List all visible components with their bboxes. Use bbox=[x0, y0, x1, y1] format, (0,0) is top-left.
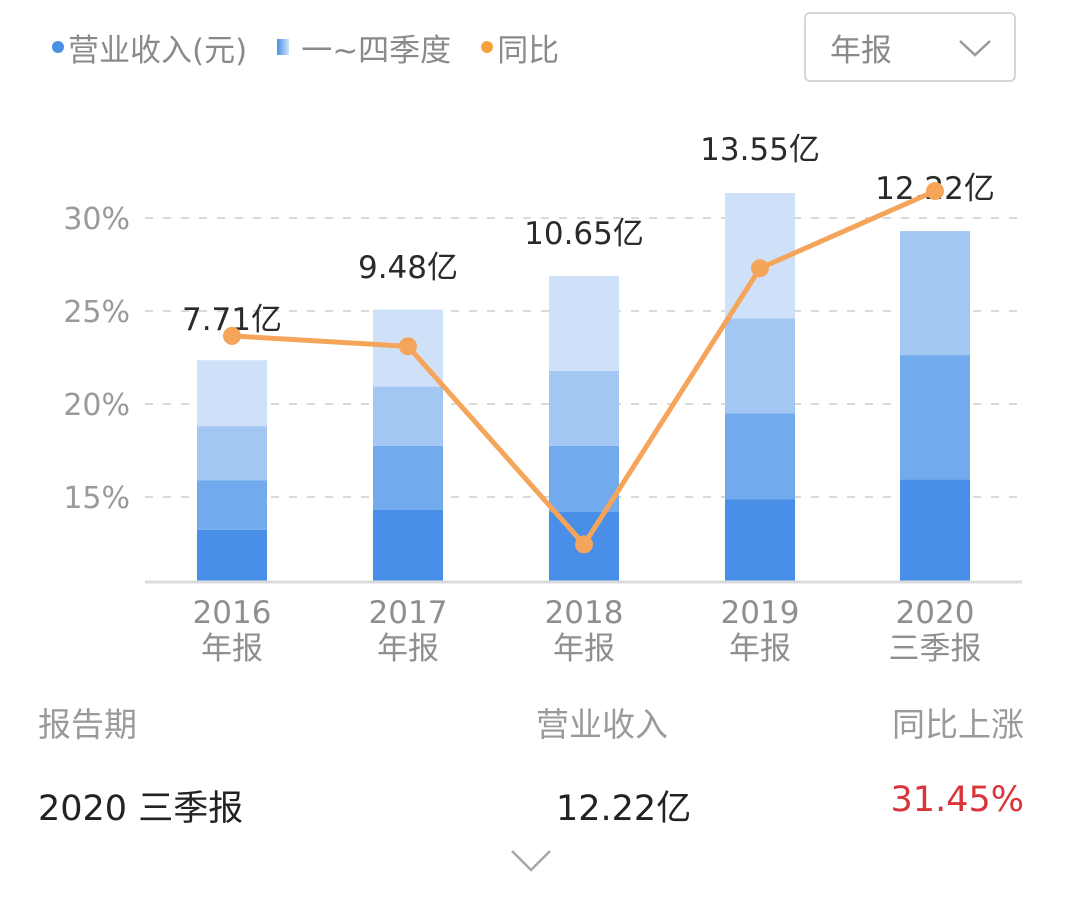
legend-item-revenue[interactable]: 营业收入(元) bbox=[52, 25, 247, 70]
x-tick-period: 年报 bbox=[377, 631, 439, 667]
x-tick-period: 年报 bbox=[729, 631, 791, 667]
legend-label: 一~四季度 bbox=[301, 32, 452, 69]
blue-dot-icon bbox=[52, 41, 64, 53]
row-yoy: 31.45% bbox=[890, 780, 1024, 820]
bar-segment[interactable] bbox=[900, 479, 970, 581]
period-select[interactable]: 年报 bbox=[804, 12, 1016, 82]
bar-segment[interactable] bbox=[197, 360, 267, 427]
x-tick-year: 2019 bbox=[721, 595, 800, 631]
legend-label: 营业收入(元) bbox=[68, 32, 248, 69]
bar-segment[interactable] bbox=[725, 318, 795, 414]
yoy-point[interactable] bbox=[926, 182, 944, 201]
x-tick-year: 2018 bbox=[545, 595, 624, 631]
bar-segment[interactable] bbox=[725, 413, 795, 500]
x-tick-period: 年报 bbox=[553, 631, 615, 667]
chevron-down-icon bbox=[511, 850, 551, 872]
bar-segment[interactable] bbox=[373, 509, 443, 581]
bar-segment[interactable] bbox=[197, 529, 267, 581]
expand-button[interactable] bbox=[510, 848, 552, 878]
x-tick-year: 2016 bbox=[193, 595, 272, 631]
revenue-chart: 15%20%25%30%7.71亿9.48亿10.65亿13.55亿12.22亿… bbox=[63, 132, 1022, 667]
blue-gradient-square-icon bbox=[277, 39, 290, 55]
yoy-point[interactable] bbox=[399, 337, 417, 356]
yoy-point[interactable] bbox=[575, 535, 593, 554]
bar-segment[interactable] bbox=[373, 386, 443, 446]
header-yoy: 同比上涨 bbox=[892, 705, 1024, 744]
bar-segment[interactable] bbox=[725, 499, 795, 581]
revenue-value-label: 10.65亿 bbox=[524, 216, 644, 252]
bar-segment[interactable] bbox=[373, 445, 443, 510]
yoy-point[interactable] bbox=[751, 259, 769, 278]
y-tick-label: 30% bbox=[63, 202, 130, 237]
legend-item-quarters[interactable]: 一~四季度 bbox=[277, 25, 451, 70]
row-revenue: 12.22亿 bbox=[556, 789, 692, 829]
bar-segment[interactable] bbox=[549, 276, 619, 371]
x-tick-year: 2017 bbox=[369, 595, 448, 631]
bar-segment[interactable] bbox=[900, 355, 970, 480]
bar-segment[interactable] bbox=[900, 231, 970, 356]
revenue-value-label: 9.48亿 bbox=[358, 250, 458, 286]
x-tick-period: 年报 bbox=[201, 631, 263, 667]
bar-segment[interactable] bbox=[549, 370, 619, 446]
header-revenue: 营业收入 bbox=[536, 705, 668, 744]
legend-item-yoy[interactable]: 同比 bbox=[481, 25, 559, 70]
yoy-point[interactable] bbox=[223, 326, 241, 345]
x-tick-period: 三季报 bbox=[889, 631, 982, 667]
bar-segment[interactable] bbox=[197, 480, 267, 530]
bar-segment[interactable] bbox=[197, 426, 267, 481]
chevron-down-icon bbox=[959, 40, 991, 57]
y-tick-label: 25% bbox=[63, 295, 130, 330]
chart-legend: 营业收入(元) 一~四季度 同比 bbox=[52, 22, 589, 72]
row-period: 2020 三季报 bbox=[38, 789, 244, 829]
legend-label: 同比 bbox=[497, 32, 560, 69]
y-tick-label: 15% bbox=[63, 481, 130, 516]
period-select-value: 年报 bbox=[830, 32, 892, 69]
x-tick-year: 2020 bbox=[896, 595, 975, 631]
revenue-value-label: 13.55亿 bbox=[700, 132, 820, 168]
bar-segment[interactable] bbox=[549, 445, 619, 512]
y-tick-label: 20% bbox=[63, 388, 130, 423]
header-period: 报告期 bbox=[38, 705, 137, 744]
orange-dot-icon bbox=[481, 41, 494, 53]
